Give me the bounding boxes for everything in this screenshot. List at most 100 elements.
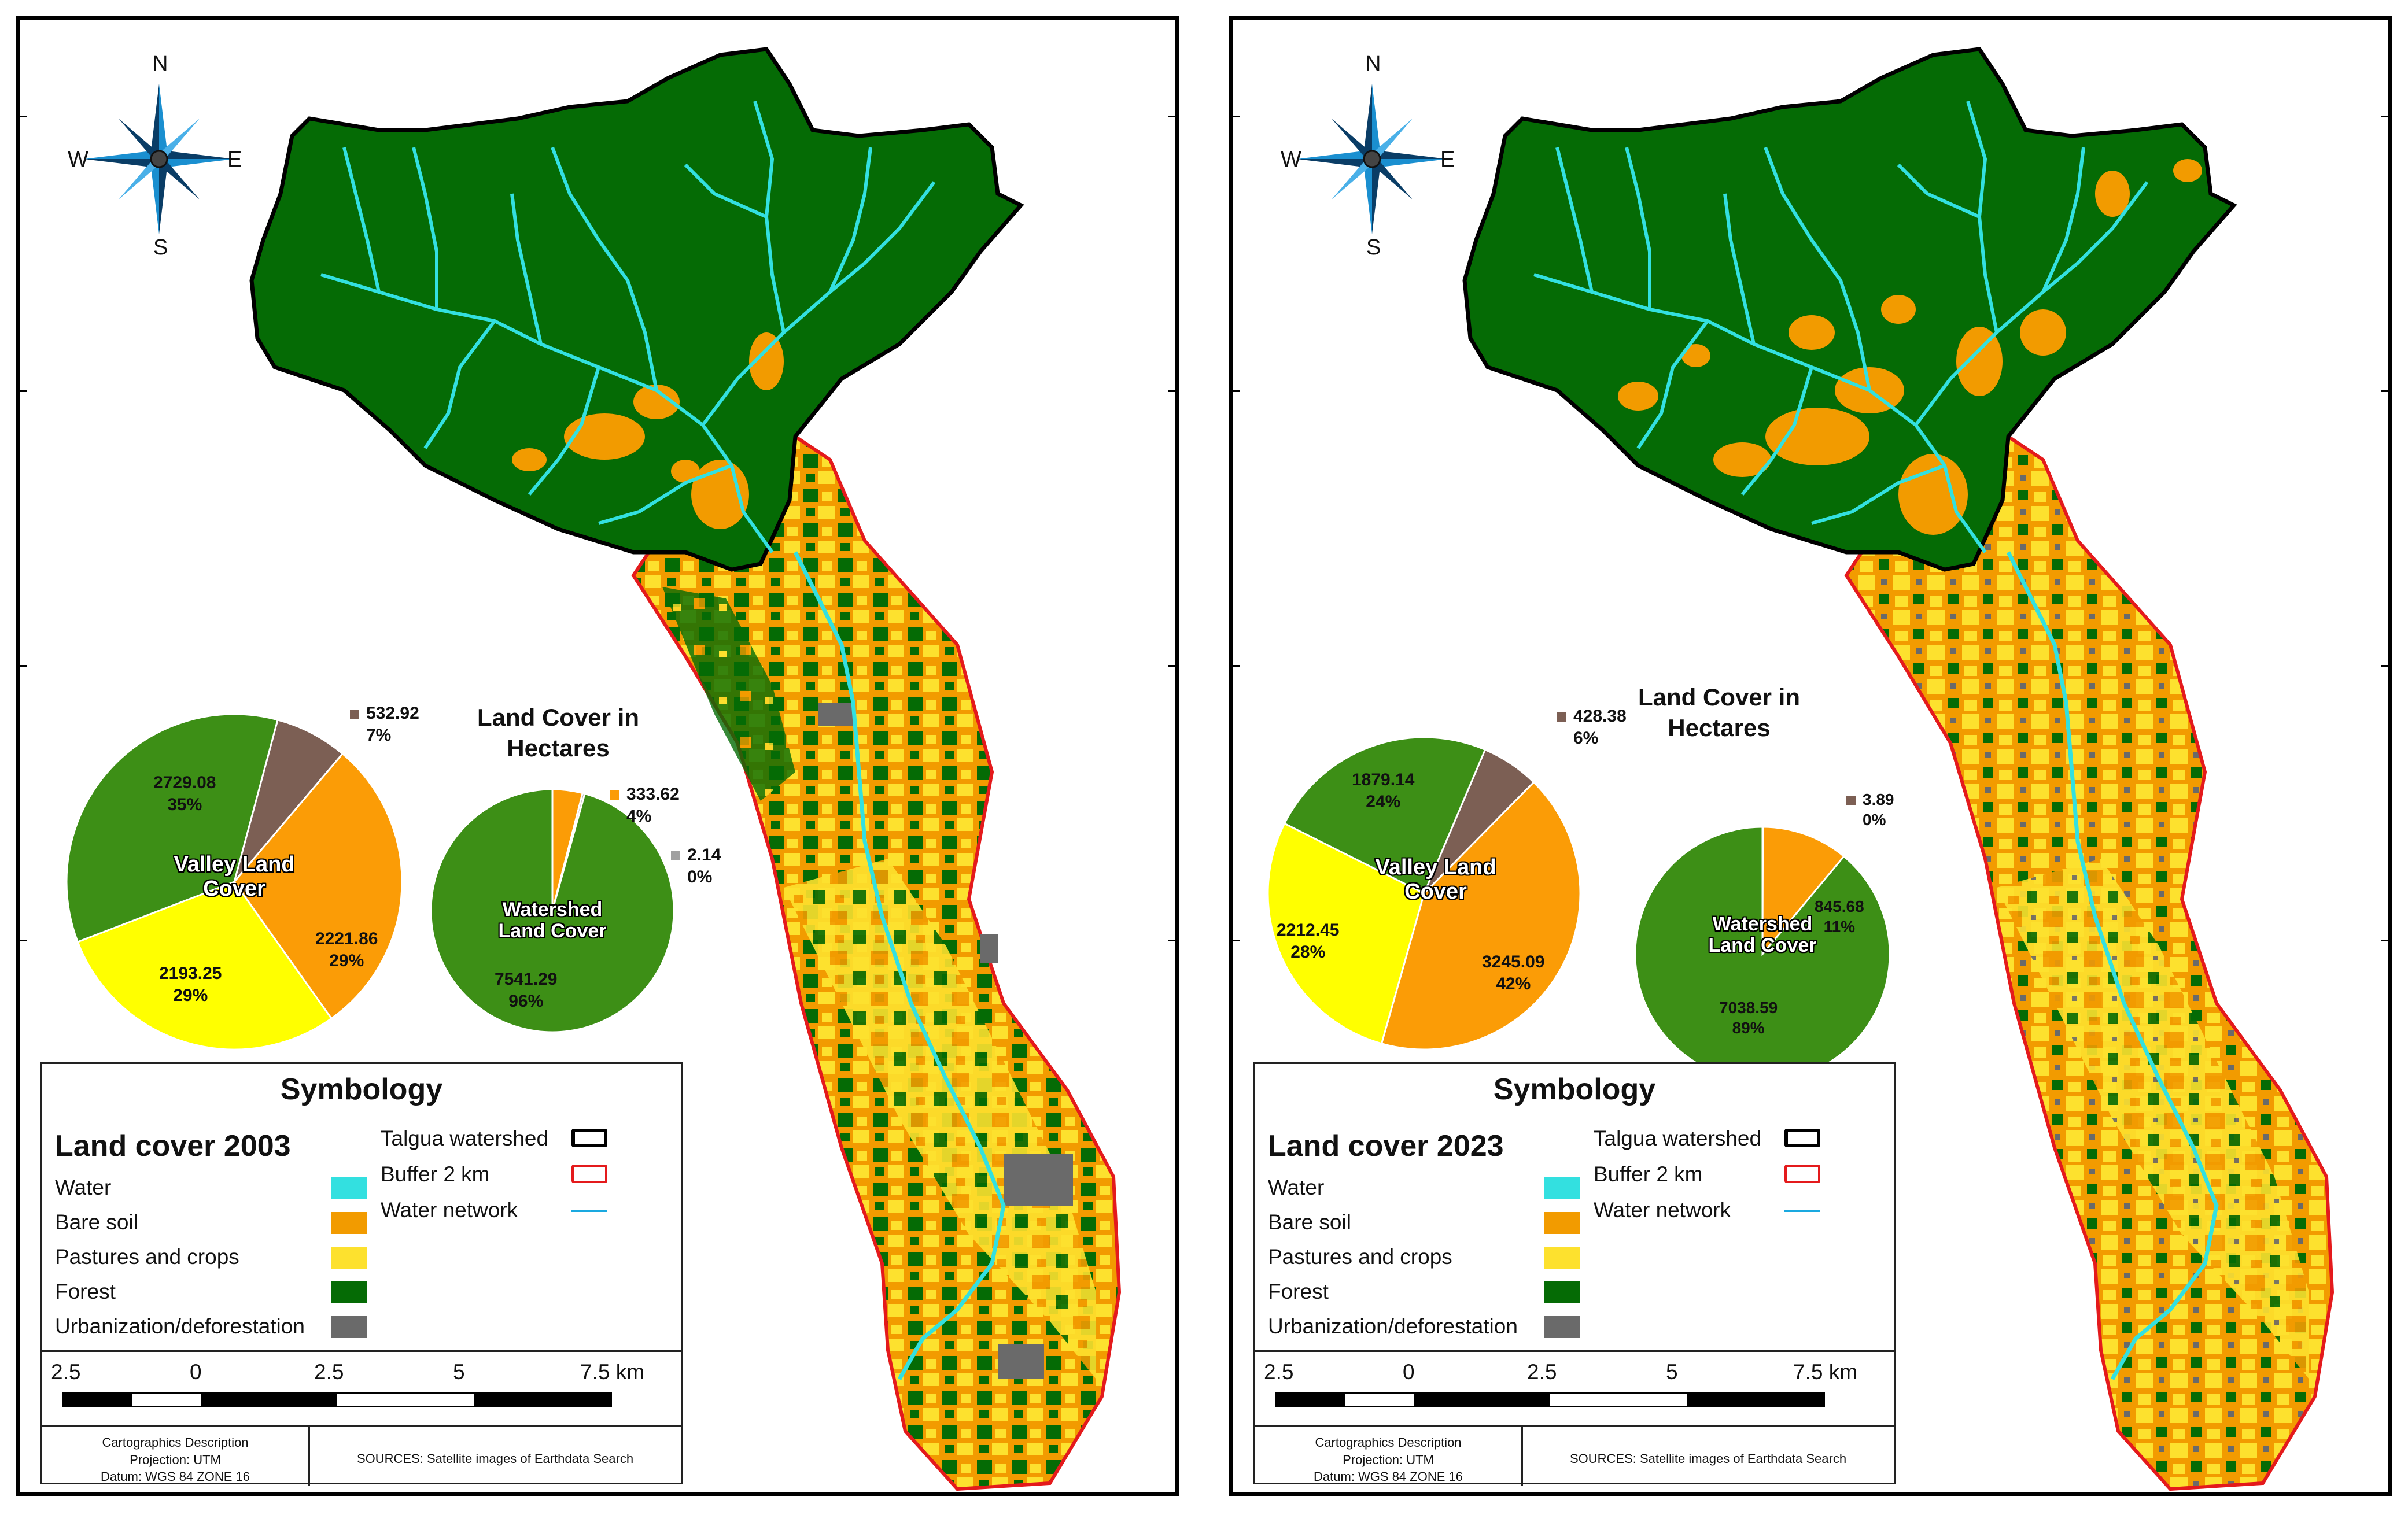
slice-value: 3.89 bbox=[1863, 790, 1894, 808]
pie-heading: Land Cover in Hectares bbox=[1615, 682, 1823, 743]
slice-pct: 28% bbox=[1290, 942, 1326, 962]
legend-item-bare-soil: Bare soil bbox=[1268, 1210, 1351, 1234]
slice-pct: 6% bbox=[1573, 728, 1599, 748]
valley-slice-label: 428.38 6% bbox=[1557, 705, 1627, 749]
slice-pct: 42% bbox=[1496, 974, 1531, 993]
frame-tick bbox=[20, 390, 27, 392]
pie-slice-1 bbox=[1761, 826, 1845, 957]
carto-line: Datum: WGS 84 ZONE 16 bbox=[1314, 1469, 1463, 1484]
watershed-pie-title-line1: Watershed bbox=[1712, 913, 1813, 935]
sources-text: SOURCES: Satellite images of Earthdata S… bbox=[1569, 1451, 1847, 1466]
compass-e-label: E bbox=[227, 147, 242, 172]
slice-value: 2193.25 bbox=[159, 964, 222, 983]
compass-n-label: N bbox=[152, 51, 168, 76]
slice-pct: 89% bbox=[1732, 1019, 1765, 1037]
valley-pie-title-line2: Cover bbox=[203, 876, 265, 901]
watershed-pie-title-line2: Land Cover bbox=[1708, 934, 1817, 957]
valley-slice-label: 2212.45 28% bbox=[1277, 919, 1339, 963]
pie-heading-line2: Hectares bbox=[507, 734, 610, 762]
pie-slice-1 bbox=[233, 752, 403, 1020]
carto-line: Projection: UTM bbox=[130, 1452, 221, 1467]
pie-slice-0 bbox=[233, 719, 344, 882]
pie-heading-line1: Land Cover in bbox=[477, 704, 640, 731]
compass-s-label: S bbox=[153, 235, 168, 260]
valley-slice-label: 3245.09 42% bbox=[1482, 951, 1544, 995]
watershed-pie-title: Watershed Land Cover bbox=[454, 899, 651, 943]
scale-bar bbox=[62, 1392, 612, 1407]
pie-heading-line1: Land Cover in bbox=[1638, 683, 1801, 711]
slice-value: 3245.09 bbox=[1482, 952, 1545, 971]
compass-rose-icon: N S E W bbox=[68, 51, 242, 263]
slice-value: 7038.59 bbox=[1719, 999, 1778, 1017]
frame-tick bbox=[1168, 116, 1175, 117]
scale-label: 5 bbox=[1666, 1360, 1678, 1384]
pie-slice-2 bbox=[430, 788, 675, 1033]
legend-item-watershed: Talgua watershed bbox=[1594, 1126, 1762, 1150]
legend-divider bbox=[1255, 1350, 1894, 1352]
cartographic-description: Cartographics Description Projection: UT… bbox=[1255, 1434, 1521, 1486]
slice-pct: 4% bbox=[626, 806, 652, 826]
land-cover-map bbox=[249, 47, 1122, 1491]
map-panel-2023: N S E W Land Cover in Hectares Valley La… bbox=[1229, 16, 2392, 1496]
swatch-water bbox=[1544, 1177, 1580, 1199]
swatch-urban bbox=[331, 1316, 367, 1338]
swatch-buffer-outline bbox=[571, 1165, 607, 1183]
swatch-watershed-outline bbox=[571, 1129, 607, 1147]
carto-line: Datum: WGS 84 ZONE 16 bbox=[101, 1469, 250, 1484]
legend-item-urban: Urbanization/deforestation bbox=[1268, 1314, 1518, 1338]
map-panel-2003: N S E W Land Cover in Hectares Valley La… bbox=[16, 16, 1179, 1496]
pie-slice-2 bbox=[76, 881, 333, 1050]
water-network bbox=[1533, 101, 2149, 553]
watershed-slice-label: 333.62 4% bbox=[610, 784, 680, 827]
frame-tick bbox=[2381, 940, 2388, 941]
watershed-pie-title: Watershed Land Cover bbox=[1664, 913, 1861, 957]
carto-line: Projection: UTM bbox=[1343, 1452, 1434, 1467]
valley-pie-chart bbox=[1267, 736, 1581, 1051]
watershed-slice-label: 3.89 0% bbox=[1846, 789, 1894, 830]
frame-tick bbox=[20, 665, 27, 667]
watershed-pie-chart bbox=[430, 788, 675, 1033]
scale-label: 2.5 bbox=[314, 1360, 344, 1384]
legend-item-buffer: Buffer 2 km bbox=[381, 1162, 490, 1186]
legend-item-water-network: Water network bbox=[1594, 1198, 1731, 1222]
frame-tick bbox=[20, 940, 27, 941]
legend-title: Symbology bbox=[280, 1073, 443, 1106]
watershed-pie-chart bbox=[1634, 826, 1891, 1082]
legend-item-water: Water bbox=[55, 1176, 112, 1199]
valley-slice-label: 1879.14 24% bbox=[1352, 769, 1414, 812]
slice-value: 2729.08 bbox=[153, 773, 216, 792]
compass-w-label: W bbox=[1281, 147, 1301, 172]
slice-value: 333.62 bbox=[626, 785, 680, 804]
watershed-slice-label: 2.14 0% bbox=[671, 844, 721, 888]
watershed-pie-title-line2: Land Cover bbox=[498, 920, 607, 943]
legend-item-forest: Forest bbox=[55, 1280, 116, 1303]
legend-divider bbox=[42, 1350, 681, 1352]
scale-label: 7.5 km bbox=[580, 1360, 645, 1384]
sources-text: SOURCES: Satellite images of Earthdata S… bbox=[356, 1451, 634, 1466]
land-cover-year-title: Land cover 2023 bbox=[1268, 1129, 1504, 1163]
compass-w-label: W bbox=[68, 147, 88, 172]
slice-value: 1879.14 bbox=[1352, 770, 1415, 789]
frame-tick bbox=[1233, 116, 1240, 117]
legend-title: Symbology bbox=[1493, 1073, 1656, 1106]
scale-label: 2.5 bbox=[1527, 1360, 1557, 1384]
slice-pct: 24% bbox=[1366, 792, 1401, 811]
legend-item-watershed: Talgua watershed bbox=[381, 1126, 549, 1150]
valley-pie-title-line1: Valley Land bbox=[1375, 855, 1496, 880]
frame-tick bbox=[2381, 665, 2388, 667]
slice-pct: 96% bbox=[508, 991, 544, 1011]
compass-rose-icon: N S E W bbox=[1281, 51, 1455, 263]
scale-label: 5 bbox=[453, 1360, 465, 1384]
swatch-urban bbox=[1544, 1316, 1580, 1338]
scale-bar bbox=[1275, 1392, 1825, 1407]
compass-n-label: N bbox=[1365, 51, 1381, 76]
watershed-pie-title-line1: Watershed bbox=[502, 899, 603, 921]
swatch-buffer-outline bbox=[1784, 1165, 1820, 1183]
watershed-slice-label: 7038.59 89% bbox=[1719, 997, 1778, 1038]
legend-divider bbox=[1521, 1425, 1523, 1486]
valley-slice-label: 2221.86 29% bbox=[315, 928, 378, 971]
scale-label: 0 bbox=[1403, 1360, 1415, 1384]
legend-item-pastures: Pastures and crops bbox=[55, 1245, 239, 1269]
compass-e-label: E bbox=[1440, 147, 1455, 172]
land-cover-map bbox=[1462, 47, 2335, 1491]
